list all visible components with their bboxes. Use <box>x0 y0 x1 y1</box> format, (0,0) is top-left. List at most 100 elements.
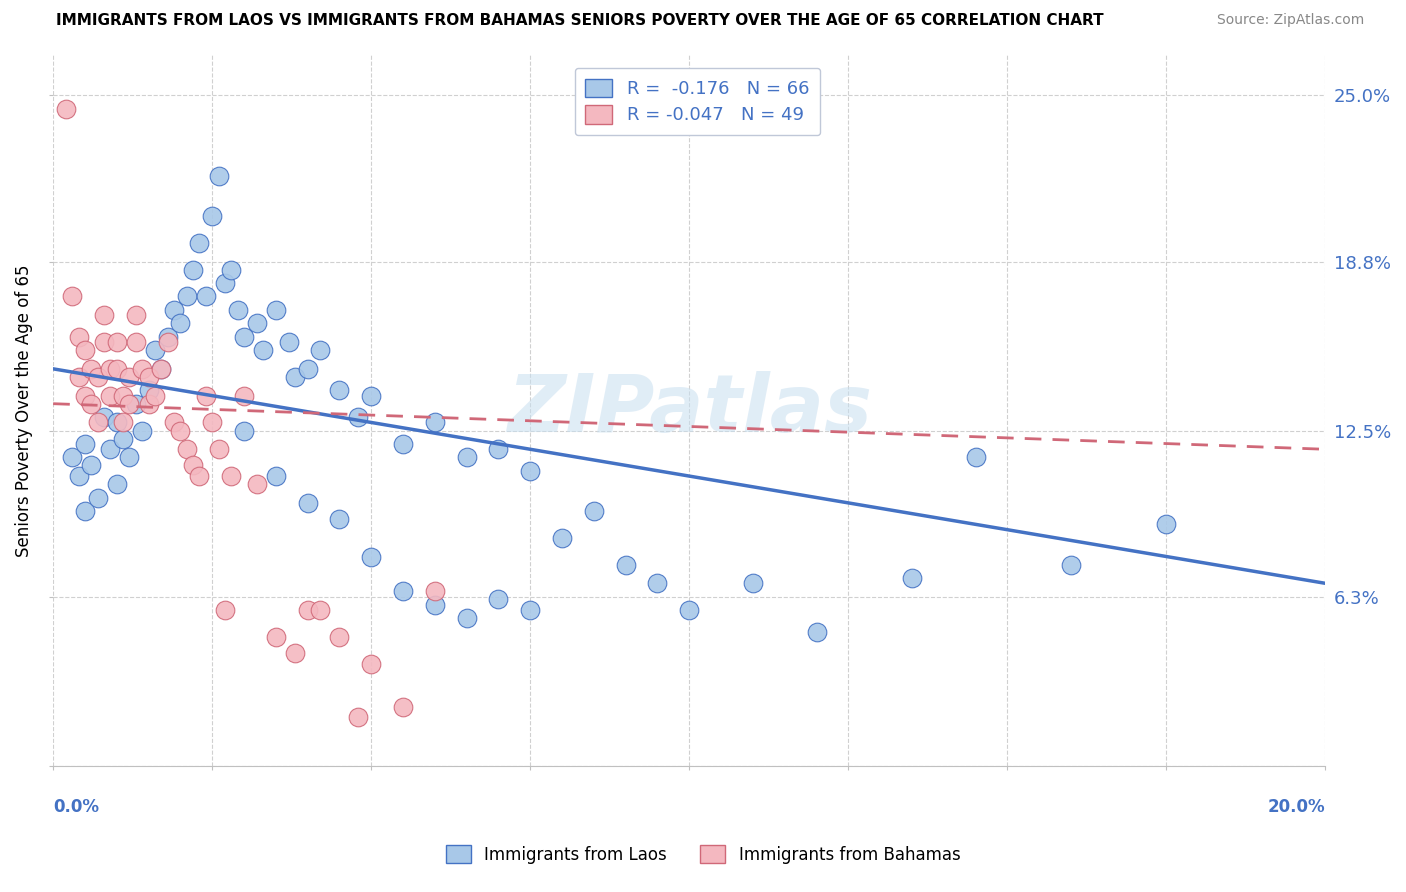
Point <box>105 334 128 349</box>
Point <box>93 410 115 425</box>
Point <box>93 308 115 322</box>
Point <box>264 302 287 317</box>
Point <box>246 477 269 491</box>
Point <box>901 571 924 585</box>
Point <box>67 370 90 384</box>
Point <box>138 370 160 384</box>
Point <box>277 334 299 349</box>
Point <box>125 397 148 411</box>
Point <box>169 424 191 438</box>
Point <box>347 710 370 724</box>
Point <box>156 334 179 349</box>
Point <box>118 370 141 384</box>
Point <box>131 361 153 376</box>
Point <box>214 603 236 617</box>
Point <box>112 389 135 403</box>
Point <box>392 699 415 714</box>
Point <box>105 361 128 376</box>
Point <box>233 424 256 438</box>
Point <box>181 458 204 473</box>
Point <box>309 343 332 357</box>
Point <box>582 504 605 518</box>
Point <box>1060 558 1083 572</box>
Point <box>150 361 173 376</box>
Point <box>678 603 700 617</box>
Point <box>86 416 108 430</box>
Point <box>328 512 350 526</box>
Point <box>360 549 382 564</box>
Point <box>80 397 103 411</box>
Point <box>226 302 249 317</box>
Point <box>347 410 370 425</box>
Text: ZIPatlas: ZIPatlas <box>506 371 872 450</box>
Point <box>614 558 637 572</box>
Point <box>214 276 236 290</box>
Point <box>264 630 287 644</box>
Point <box>392 584 415 599</box>
Point <box>86 491 108 505</box>
Point <box>488 592 510 607</box>
Point <box>138 384 160 398</box>
Point <box>181 262 204 277</box>
Point <box>105 477 128 491</box>
Point <box>194 389 217 403</box>
Point <box>125 334 148 349</box>
Point <box>80 361 103 376</box>
Text: IMMIGRANTS FROM LAOS VS IMMIGRANTS FROM BAHAMAS SENIORS POVERTY OVER THE AGE OF : IMMIGRANTS FROM LAOS VS IMMIGRANTS FROM … <box>56 13 1104 29</box>
Point <box>150 361 173 376</box>
Point <box>551 531 574 545</box>
Point <box>131 424 153 438</box>
Point <box>806 624 828 639</box>
Point <box>456 611 478 625</box>
Point <box>80 458 103 473</box>
Point <box>219 262 242 277</box>
Point <box>73 504 96 518</box>
Point <box>741 576 763 591</box>
Point <box>60 450 83 465</box>
Point <box>284 370 307 384</box>
Point <box>207 442 229 457</box>
Point <box>488 442 510 457</box>
Point <box>143 389 166 403</box>
Y-axis label: Seniors Poverty Over the Age of 65: Seniors Poverty Over the Age of 65 <box>15 264 32 557</box>
Point <box>188 469 211 483</box>
Text: 20.0%: 20.0% <box>1268 797 1326 815</box>
Point <box>519 603 541 617</box>
Point <box>233 389 256 403</box>
Point <box>456 450 478 465</box>
Point <box>1156 517 1178 532</box>
Point <box>67 329 90 343</box>
Point <box>328 384 350 398</box>
Point <box>360 657 382 671</box>
Point <box>105 416 128 430</box>
Point <box>423 416 446 430</box>
Point <box>156 329 179 343</box>
Point <box>169 316 191 330</box>
Point <box>264 469 287 483</box>
Point <box>423 584 446 599</box>
Point <box>246 316 269 330</box>
Point <box>100 389 122 403</box>
Point <box>392 437 415 451</box>
Point <box>163 416 186 430</box>
Point <box>360 389 382 403</box>
Point <box>73 389 96 403</box>
Point <box>143 343 166 357</box>
Point <box>125 308 148 322</box>
Point <box>73 343 96 357</box>
Point <box>60 289 83 303</box>
Text: Source: ZipAtlas.com: Source: ZipAtlas.com <box>1216 13 1364 28</box>
Point <box>965 450 987 465</box>
Point <box>219 469 242 483</box>
Point <box>73 437 96 451</box>
Point <box>138 397 160 411</box>
Point <box>100 442 122 457</box>
Point <box>55 102 77 116</box>
Legend: Immigrants from Laos, Immigrants from Bahamas: Immigrants from Laos, Immigrants from Ba… <box>439 838 967 871</box>
Point <box>112 416 135 430</box>
Point <box>207 169 229 183</box>
Point <box>176 442 198 457</box>
Point <box>201 209 224 223</box>
Point <box>194 289 217 303</box>
Point <box>118 397 141 411</box>
